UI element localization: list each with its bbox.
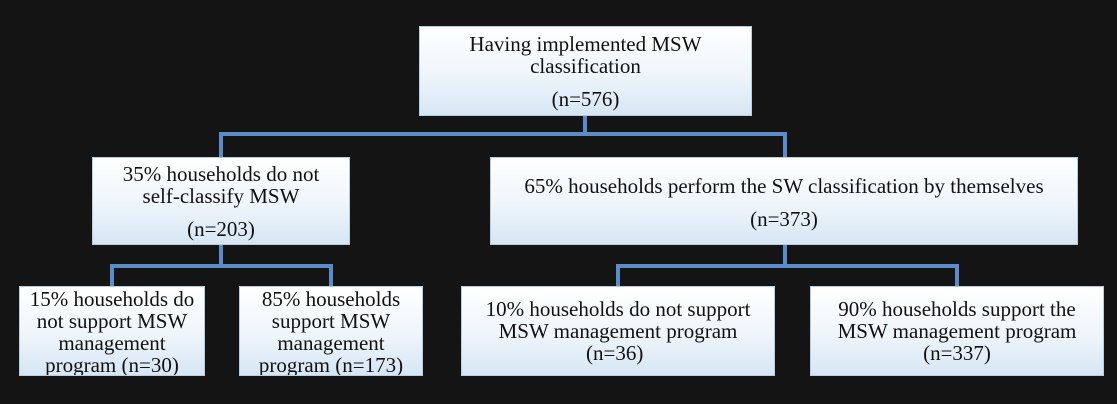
rl-line-1: 10% households do not support xyxy=(485,297,751,321)
root-count: (n=576) xyxy=(551,87,620,111)
lr-line-3: management xyxy=(277,331,385,355)
root-line-1: Having implemented MSW xyxy=(469,32,702,56)
rr-line-3: (n=337) xyxy=(923,341,991,365)
ll-line-2: not support MSW xyxy=(36,309,188,333)
rl-line-3: (n=36) xyxy=(586,341,644,365)
ll-line-3: management xyxy=(58,331,166,355)
connector-right xyxy=(616,243,959,288)
rr-line-1: 90% households support the xyxy=(838,297,1076,321)
connector-root xyxy=(219,114,787,159)
lr-line-4: program (n=173) xyxy=(258,353,404,376)
left-right-node: 85% households support MSW management pr… xyxy=(239,286,423,376)
ll-line-1: 15% households do xyxy=(29,287,195,311)
left-node: 35% households do not self-classify MSW … xyxy=(92,157,350,245)
ll-line-4: program (n=30) xyxy=(45,353,179,376)
lr-line-1: 85% households xyxy=(261,287,401,311)
root-node: Having implemented MSW classification (n… xyxy=(419,26,752,116)
left-left-node: 15% households do not support MSW manage… xyxy=(19,286,205,376)
left-line-1: 35% households do not xyxy=(122,162,320,186)
root-line-2: classification xyxy=(530,54,641,78)
left-count: (n=203) xyxy=(187,217,255,241)
right-count: (n=373) xyxy=(750,207,818,231)
rl-line-2: MSW management program xyxy=(498,319,738,343)
lr-line-2: support MSW xyxy=(271,309,391,333)
rr-line-2: MSW management program xyxy=(837,319,1077,343)
right-right-node: 90% households support the MSW managemen… xyxy=(810,286,1104,376)
right-node: 65% households perform the SW classifica… xyxy=(490,157,1078,245)
right-left-node: 10% households do not support MSW manage… xyxy=(461,286,775,376)
left-line-2: self-classify MSW xyxy=(142,184,300,208)
right-line-1: 65% households perform the SW classifica… xyxy=(524,174,1044,198)
connector-left xyxy=(110,243,333,288)
